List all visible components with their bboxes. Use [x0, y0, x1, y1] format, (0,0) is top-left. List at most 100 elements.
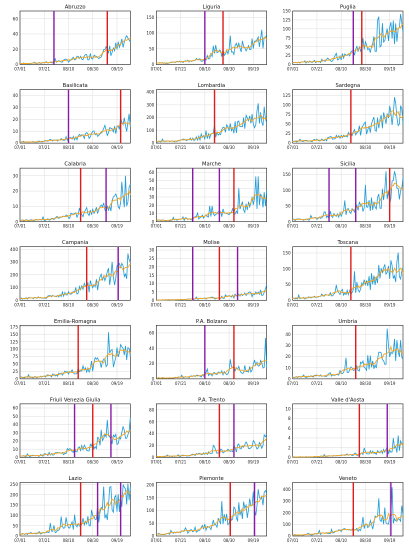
x-tick-label: 09/19 [384, 538, 396, 543]
series-trend [156, 193, 267, 221]
series-daily [292, 328, 404, 379]
x-tick-label: 07/01 [151, 67, 163, 72]
y-tick-label: 300 [146, 102, 154, 107]
subplot-20: Piemonte 0 50 100 150 200 07/01 07/21 08/10 08/30… [146, 476, 268, 543]
x-tick-label: 07/21 [175, 381, 187, 386]
x-tick-label: 09/19 [111, 224, 123, 229]
plot-frame [19, 324, 131, 380]
subplot-14: P.A. Bolzano 0 20 40 60 07/01 07/21 08/10 08/30 0… [149, 319, 268, 386]
x-tick-label: 07/21 [175, 67, 187, 72]
y-tick-label: 150 [283, 172, 291, 177]
x-tick-label: 07/21 [38, 459, 50, 464]
y-tick-label: 150 [146, 495, 154, 500]
subplot-title: Lazio [68, 476, 81, 482]
plot-frame [292, 167, 404, 223]
subplot-19: Lazio 0 50 100 150 200 250 07/01 07/21 08/10 08/30… [10, 476, 131, 543]
y-tick-label: 10 [285, 406, 291, 411]
series-trend [292, 110, 404, 142]
subplot-16: Friuli Venezia Giulia 0 10 20 30 40 50 60 07/01 0… [13, 397, 131, 464]
series-trend [19, 490, 131, 535]
x-tick-label: 09/19 [384, 459, 396, 464]
y-tick-label: 0 [152, 141, 155, 146]
y-tick-label: 50 [285, 122, 291, 127]
x-tick-label: 07/01 [14, 145, 26, 150]
y-tick-label: 150 [146, 15, 154, 20]
y-tick-label: 100 [146, 31, 154, 36]
x-tick-label: 09/19 [384, 145, 396, 150]
y-tick-label: 0 [288, 298, 291, 303]
y-tick-label: 0 [152, 62, 155, 67]
series-daily [292, 252, 404, 300]
x-tick-label: 08/30 [360, 224, 372, 229]
y-tick-label: 10 [13, 129, 19, 134]
y-tick-label: 150 [10, 503, 18, 508]
x-tick-label: 07/01 [14, 224, 26, 229]
series-trend [156, 437, 268, 458]
x-tick-label: 07/01 [287, 224, 299, 229]
subplot-title: Veneto [339, 476, 357, 482]
subplot-title: Marche [202, 162, 221, 168]
series-trend [156, 114, 267, 143]
y-tick-label: 100 [283, 266, 291, 271]
y-tick-label: 40 [149, 431, 155, 436]
y-tick-label: 10 [13, 447, 19, 452]
y-tick-label: 100 [283, 188, 291, 193]
series-trend [292, 512, 404, 536]
y-tick-label: 20 [149, 264, 155, 269]
x-tick-label: 09/19 [111, 538, 123, 543]
y-tick-label: 10 [13, 204, 19, 209]
y-tick-label: 0 [152, 219, 155, 224]
y-tick-label: 2 [288, 445, 291, 450]
subplot-13: Emilia-Romagna 0 25 50 75 100 125 150 175 07/01 07… [10, 319, 131, 386]
subplot-11: Molise 0 5 10 15 20 25 30 07/01 07/21 08/10 08/30 09… [149, 240, 268, 307]
x-tick-label: 08/10 [199, 67, 211, 72]
y-tick-label: 0 [152, 534, 155, 539]
x-tick-label: 07/21 [311, 459, 323, 464]
y-tick-label: 60 [13, 16, 19, 21]
x-tick-label: 07/01 [151, 302, 163, 307]
series-trend [156, 359, 267, 379]
x-tick-label: 07/01 [287, 145, 299, 150]
x-tick-label: 09/19 [248, 67, 260, 72]
y-tick-label: 0 [15, 219, 18, 224]
y-tick-label: 40 [13, 32, 19, 37]
x-tick-label: 08/10 [199, 459, 211, 464]
y-tick-label: 0 [288, 534, 291, 539]
plot-frame [292, 10, 404, 65]
y-tick-label: 40 [13, 93, 19, 98]
y-tick-label: 50 [149, 46, 155, 51]
x-tick-label: 08/10 [335, 67, 347, 72]
x-tick-label: 07/01 [14, 381, 26, 386]
x-tick-label: 08/10 [335, 381, 347, 386]
plot-frame [292, 482, 404, 537]
y-tick-label: 300 [283, 499, 291, 504]
x-tick-label: 07/21 [311, 224, 323, 229]
y-tick-label: 0 [288, 62, 291, 67]
x-tick-label: 09/19 [111, 67, 123, 72]
x-tick-label: 08/30 [87, 145, 99, 150]
y-tick-label: 50 [285, 204, 291, 209]
series-trend [292, 23, 404, 64]
x-tick-label: 08/10 [199, 381, 211, 386]
y-tick-label: 40 [285, 332, 291, 337]
x-tick-label: 08/10 [63, 224, 75, 229]
x-tick-label: 08/30 [223, 381, 235, 386]
x-tick-label: 07/01 [287, 381, 299, 386]
x-tick-label: 07/01 [151, 224, 163, 229]
x-tick-label: 09/19 [384, 67, 396, 72]
y-tick-label: 30 [285, 343, 291, 348]
subplot-title: Sardegna [335, 83, 360, 89]
series-trend [156, 289, 267, 301]
x-tick-label: 07/21 [311, 381, 323, 386]
x-tick-label: 07/21 [38, 302, 50, 307]
y-tick-label: 0 [152, 455, 155, 460]
y-tick-label: 0 [15, 376, 18, 381]
x-tick-label: 09/19 [248, 538, 260, 543]
y-tick-label: 100 [146, 508, 154, 513]
series-daily [156, 176, 268, 222]
plot-frame [156, 482, 267, 537]
x-tick-label: 07/21 [38, 381, 50, 386]
y-tick-label: 200 [10, 492, 18, 497]
